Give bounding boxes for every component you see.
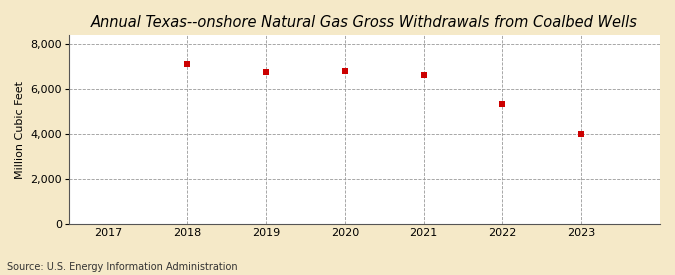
Y-axis label: Million Cubic Feet: Million Cubic Feet <box>15 81 25 178</box>
Point <box>497 102 508 107</box>
Point <box>576 132 587 136</box>
Text: Source: U.S. Energy Information Administration: Source: U.S. Energy Information Administ… <box>7 262 238 272</box>
Point <box>418 73 429 78</box>
Title: Annual Texas--onshore Natural Gas Gross Withdrawals from Coalbed Wells: Annual Texas--onshore Natural Gas Gross … <box>91 15 638 30</box>
Point <box>182 62 192 66</box>
Point <box>340 69 350 73</box>
Point <box>261 70 271 75</box>
